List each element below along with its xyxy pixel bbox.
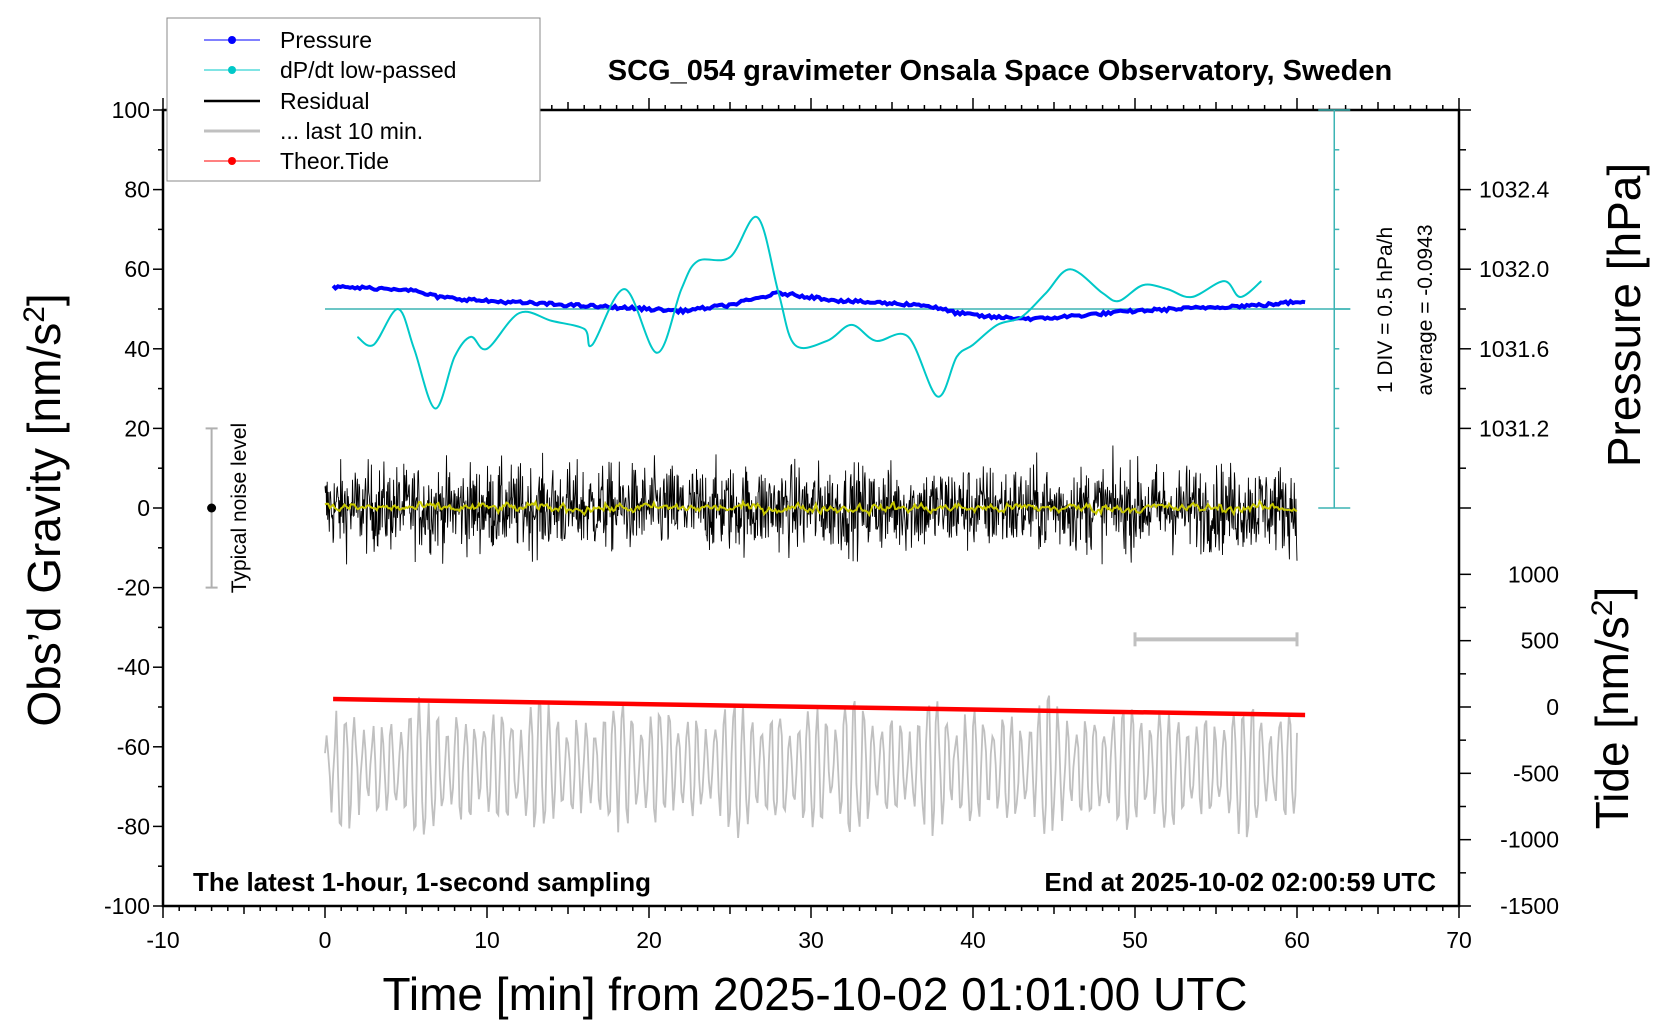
residual-line <box>324 445 1298 565</box>
y-tick-label: 100 <box>112 97 150 123</box>
legend-item-residual: Residual <box>204 88 370 114</box>
legend-label-pressure: Pressure <box>280 27 372 53</box>
pressure-tick-label: 1031.6 <box>1479 336 1549 362</box>
legend-item-tide: Theor.Tide <box>204 148 389 174</box>
x-axis-label: Time [min] from 2025-10-02 01:01:00 UTC <box>383 968 1248 1020</box>
y-tick-label: 40 <box>124 336 150 362</box>
noise-bar-center <box>207 503 217 513</box>
pressure-axis-label: Pressure [hPa] <box>1598 163 1650 467</box>
legend-marker-dpdt <box>228 66 236 74</box>
y-axis-label-text: Obs’d Gravity [nm/s <box>18 323 70 727</box>
div-label: 1 DIV = 0.5 hPa/h <box>1374 227 1397 393</box>
tide-line <box>333 696 1306 718</box>
last-10-min-line <box>324 695 1298 838</box>
y-tick-label: -60 <box>117 734 150 760</box>
legend-marker-tide <box>228 157 236 165</box>
noise-label: Typical noise level <box>228 423 251 593</box>
axes-layer: -10 0 10 20 30 40 50 60 70100806040200-20-40-60-… <box>104 97 1559 953</box>
tide-axis-label: Tide [nm/s2] <box>1586 587 1638 830</box>
y-tick-label: 0 <box>137 495 150 521</box>
y-tick-label: -100 <box>104 893 150 919</box>
tide-tick-label: -1000 <box>1500 827 1559 853</box>
pressure-tick-label: 1032.4 <box>1479 177 1550 203</box>
tide-tick-label: -1500 <box>1500 893 1559 919</box>
dpdt-line <box>356 216 1263 410</box>
x-tick-label: 30 <box>798 927 824 953</box>
x-tick-label: 50 <box>1122 927 1148 953</box>
legend-label-tide: Theor.Tide <box>280 148 389 174</box>
pressure-tick-label: 1031.2 <box>1479 415 1549 441</box>
tide-axis-label-text: Tide [nm/s <box>1586 616 1638 829</box>
y-tick-label: 60 <box>124 256 150 282</box>
pressure-line <box>331 283 1306 323</box>
tide-axis-label-end: ] <box>1586 587 1638 600</box>
y-tick-label: -40 <box>117 654 150 680</box>
sampling-note: The latest 1-hour, 1-second sampling <box>193 867 651 897</box>
tide-tick-label: 500 <box>1521 628 1559 654</box>
x-tick-label: 60 <box>1284 927 1310 953</box>
legend-label-residual: Residual <box>280 88 370 114</box>
x-tick-label: 20 <box>636 927 662 953</box>
y-axis-label-end: ] <box>18 293 70 306</box>
legend-item-last10: ... last 10 min. <box>204 118 423 144</box>
x-tick-label: 40 <box>960 927 986 953</box>
legend-box <box>166 17 541 182</box>
marks-layer <box>205 216 1306 838</box>
legend-item-dpdt: dP/dt low-passed <box>204 57 456 83</box>
y-tick-label: -80 <box>117 813 150 839</box>
legend-item-pressure: Pressure <box>204 27 372 53</box>
legend-label-dpdt: dP/dt low-passed <box>280 57 456 83</box>
x-tick-label: 10 <box>474 927 500 953</box>
x-tick-label: 70 <box>1446 927 1472 953</box>
legend: Pressure dP/dt low-passed Residual ... l… <box>166 17 541 182</box>
legend-marker-pressure <box>228 36 236 44</box>
x-tick-label: -10 <box>146 927 179 953</box>
x-tick-label: 0 <box>319 927 332 953</box>
tide-tick-label: 0 <box>1546 694 1559 720</box>
tide-tick-label: -500 <box>1513 760 1559 786</box>
y-tick-label: 80 <box>124 177 150 203</box>
chart-title: SCG_054 gravimeter Onsala Space Observat… <box>608 55 1392 87</box>
y-tick-label: 20 <box>124 415 150 441</box>
pressure-tick-label: 1032.0 <box>1479 256 1549 282</box>
residual-lowpass-line <box>324 498 1298 518</box>
y-tick-label: -20 <box>117 575 150 601</box>
tide-axis-label-sup: 2 <box>1586 600 1619 617</box>
y-axis-label-sup: 2 <box>18 306 51 323</box>
end-time-note: End at 2025-10-02 02:00:59 UTC <box>1044 867 1436 897</box>
average-label: average = -0.0943 <box>1414 224 1437 395</box>
y-axis-label: Obs’d Gravity [nm/s2] <box>18 293 70 726</box>
legend-label-last10: ... last 10 min. <box>280 118 423 144</box>
tide-tick-label: 1000 <box>1508 561 1559 587</box>
